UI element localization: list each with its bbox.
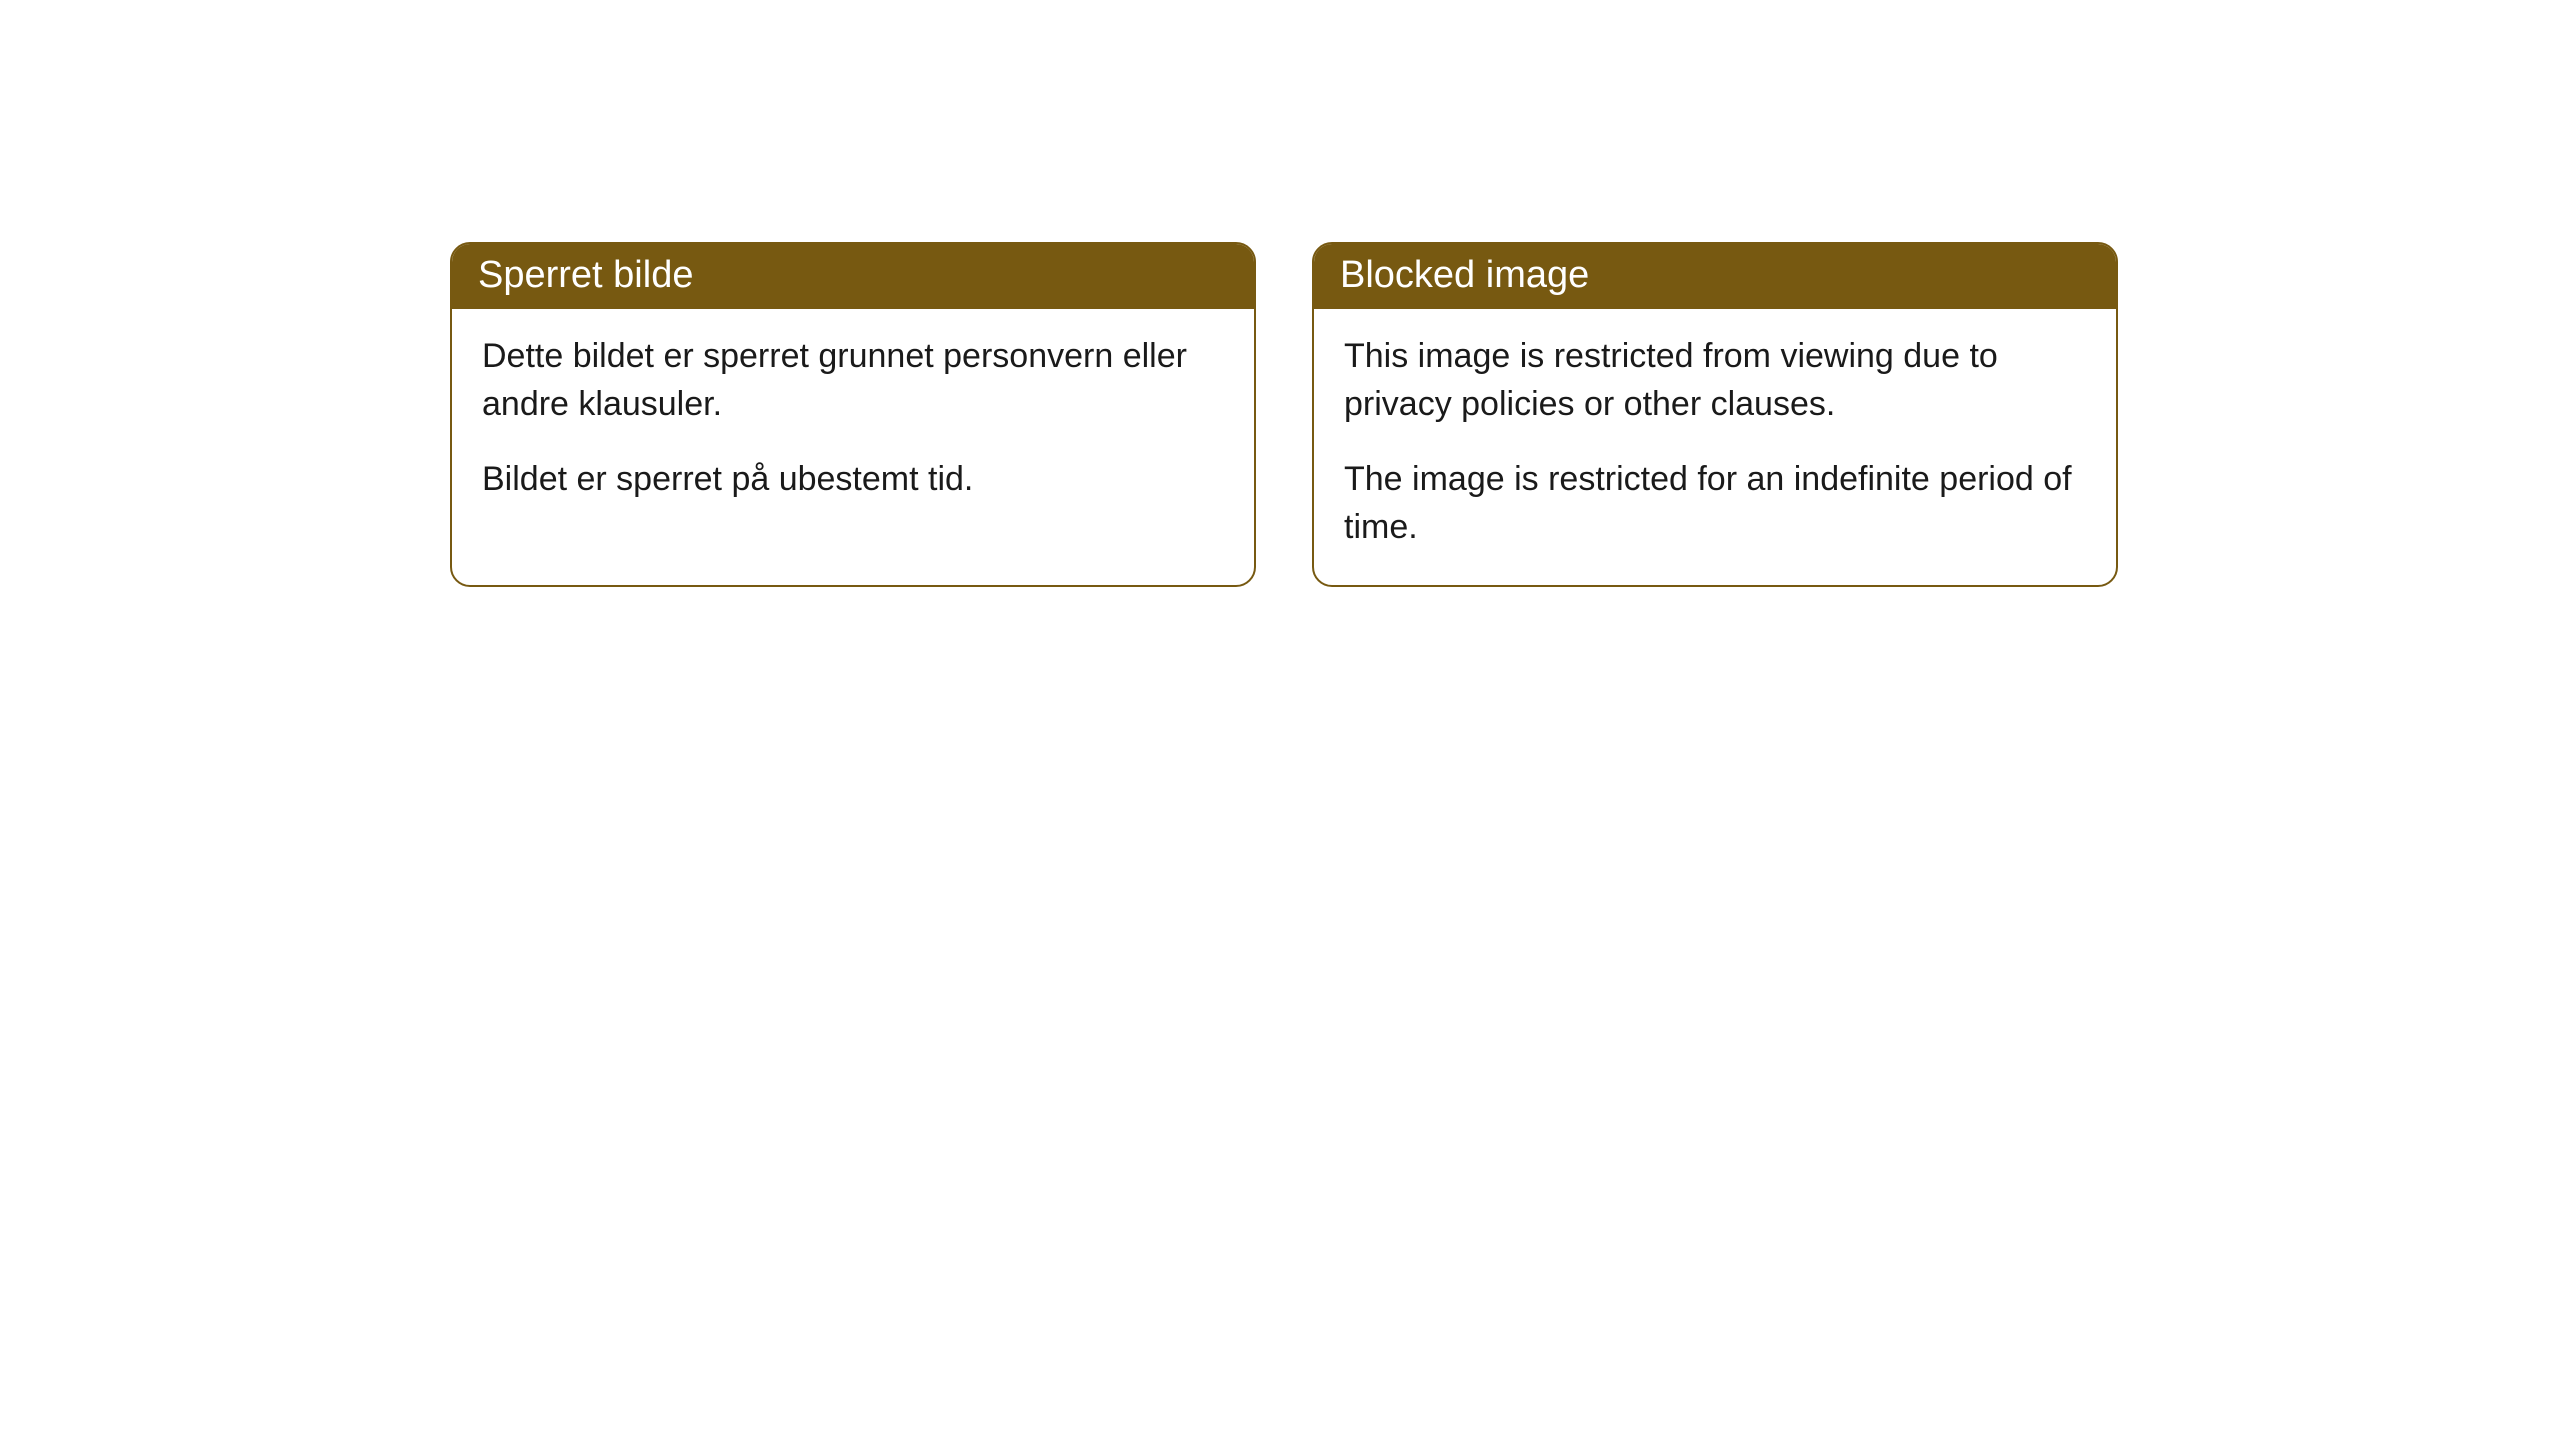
card-body-english: This image is restricted from viewing du…: [1314, 309, 2116, 585]
notice-text-english-1: This image is restricted from viewing du…: [1344, 333, 2086, 428]
card-header-norwegian: Sperret bilde: [452, 244, 1254, 309]
card-body-norwegian: Dette bildet er sperret grunnet personve…: [452, 309, 1254, 538]
blocked-image-card-norwegian: Sperret bilde Dette bildet er sperret gr…: [450, 242, 1256, 587]
notice-text-norwegian-1: Dette bildet er sperret grunnet personve…: [482, 333, 1224, 428]
notice-text-norwegian-2: Bildet er sperret på ubestemt tid.: [482, 456, 1224, 504]
blocked-image-card-english: Blocked image This image is restricted f…: [1312, 242, 2118, 587]
notice-text-english-2: The image is restricted for an indefinit…: [1344, 456, 2086, 551]
card-header-english: Blocked image: [1314, 244, 2116, 309]
notice-cards-container: Sperret bilde Dette bildet er sperret gr…: [450, 242, 2560, 587]
